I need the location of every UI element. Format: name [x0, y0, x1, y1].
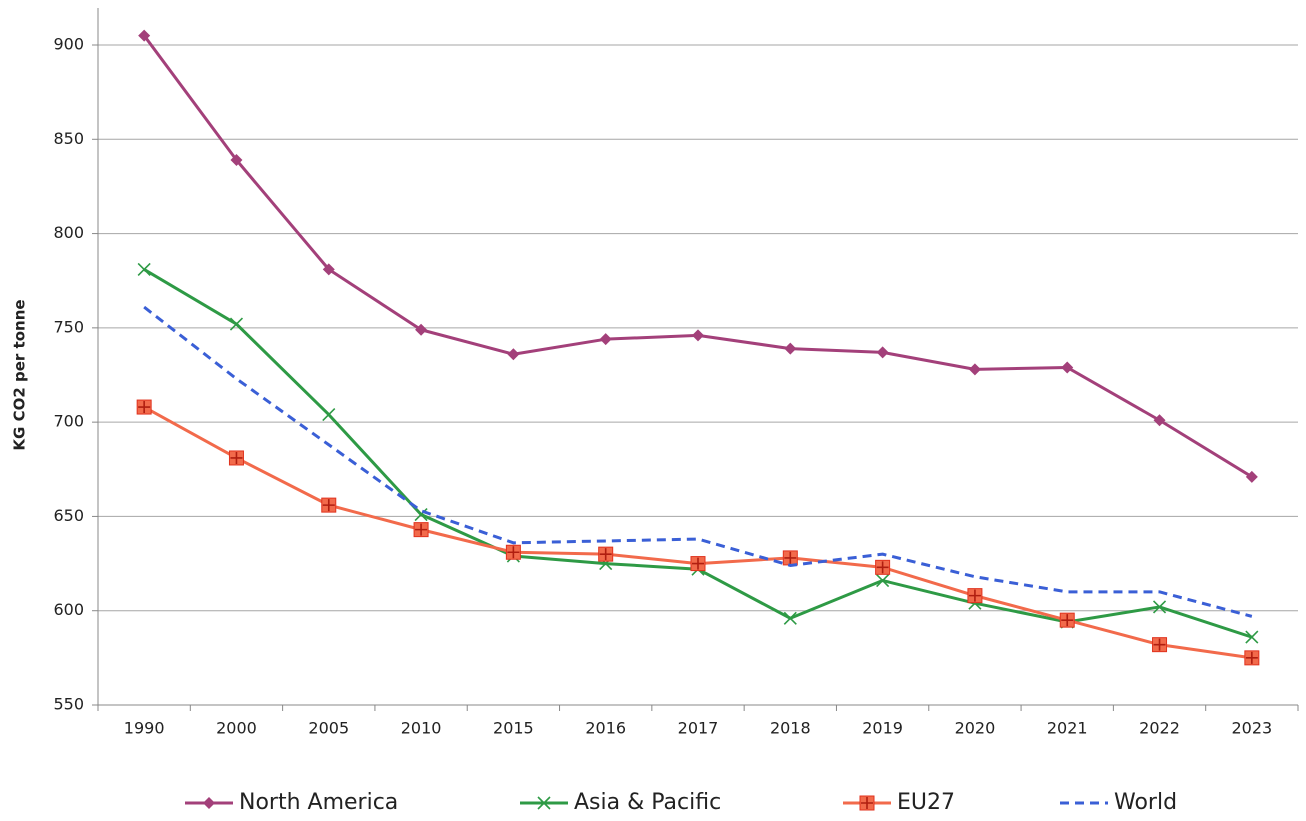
- x-tick-label: 2020: [955, 719, 996, 738]
- marker: [414, 507, 428, 522]
- x-tick-label: 1990: [124, 719, 165, 738]
- x-tick-label: 2016: [585, 719, 626, 738]
- marker: [1245, 470, 1258, 483]
- marker-plus: [968, 589, 981, 602]
- y-tick-label: 900: [53, 35, 84, 54]
- marker-plus: [692, 557, 704, 570]
- marker: [203, 797, 215, 809]
- marker: [876, 346, 889, 359]
- marker: [1153, 414, 1166, 427]
- marker: [415, 323, 428, 336]
- marker: [413, 522, 429, 538]
- marker-plus: [1245, 651, 1258, 664]
- marker: [322, 263, 335, 276]
- marker: [876, 573, 890, 588]
- marker: [137, 262, 151, 276]
- y-tick-label: 750: [53, 317, 84, 336]
- marker-plus: [599, 548, 612, 561]
- marker: [1061, 361, 1074, 374]
- legend-label: North America: [239, 790, 398, 815]
- marker-plus: [1061, 614, 1074, 627]
- x-tick-label: 2023: [1231, 719, 1272, 738]
- x-tick-label: 2017: [678, 719, 719, 738]
- marker: [690, 556, 706, 572]
- legend-label: World: [1114, 790, 1177, 815]
- legend-label: EU27: [897, 790, 955, 815]
- x-tick-label: 2015: [493, 719, 534, 738]
- series-line: [142, 34, 1253, 479]
- marker: [1244, 650, 1260, 666]
- marker: [783, 611, 797, 625]
- y-tick-label: 550: [53, 695, 84, 714]
- x-tick-label: 2000: [216, 719, 257, 738]
- marker: [599, 333, 612, 346]
- series-line: [143, 305, 1253, 618]
- marker: [784, 342, 797, 355]
- marker: [229, 317, 244, 331]
- x-tick-label: 2019: [862, 719, 903, 738]
- marker: [1152, 600, 1167, 614]
- marker-plus: [322, 499, 335, 512]
- marker: [1059, 612, 1075, 628]
- marker: [1245, 630, 1259, 644]
- marker: [782, 550, 798, 566]
- marker: [230, 154, 243, 167]
- marker-plus: [138, 401, 151, 414]
- marker-plus: [784, 551, 797, 564]
- y-tick-label: 600: [53, 600, 84, 619]
- marker: [322, 408, 336, 422]
- marker: [321, 497, 337, 513]
- marker: [505, 544, 521, 560]
- y-tick-label: 650: [53, 506, 84, 525]
- marker: [875, 559, 891, 575]
- y-tick-label: 800: [53, 223, 84, 242]
- marker: [136, 399, 152, 415]
- marker: [598, 546, 614, 562]
- x-tick-label: 2022: [1139, 719, 1180, 738]
- marker: [537, 796, 551, 810]
- x-tick-label: 2010: [401, 719, 442, 738]
- marker: [1152, 637, 1168, 653]
- x-tick-label: 2018: [770, 719, 811, 738]
- marker-plus: [415, 523, 428, 536]
- marker: [968, 363, 981, 376]
- legend-label: Asia & Pacific: [574, 790, 721, 815]
- marker-plus: [876, 561, 889, 574]
- marker-plus: [861, 797, 873, 809]
- marker: [692, 329, 704, 342]
- marker: [859, 795, 875, 811]
- marker: [228, 450, 244, 466]
- marker-plus: [507, 546, 520, 559]
- y-axis-label: KG CO2 per tonne: [11, 299, 29, 450]
- marker: [967, 588, 983, 604]
- y-tick-label: 700: [53, 412, 84, 431]
- marker-plus: [230, 451, 243, 464]
- marker-plus: [1153, 638, 1166, 651]
- x-tick-label: 2021: [1047, 719, 1088, 738]
- x-tick-label: 2005: [308, 719, 349, 738]
- marker: [507, 348, 520, 361]
- marker: [138, 29, 151, 42]
- series-line: [143, 268, 1253, 639]
- y-tick-label: 850: [53, 129, 84, 148]
